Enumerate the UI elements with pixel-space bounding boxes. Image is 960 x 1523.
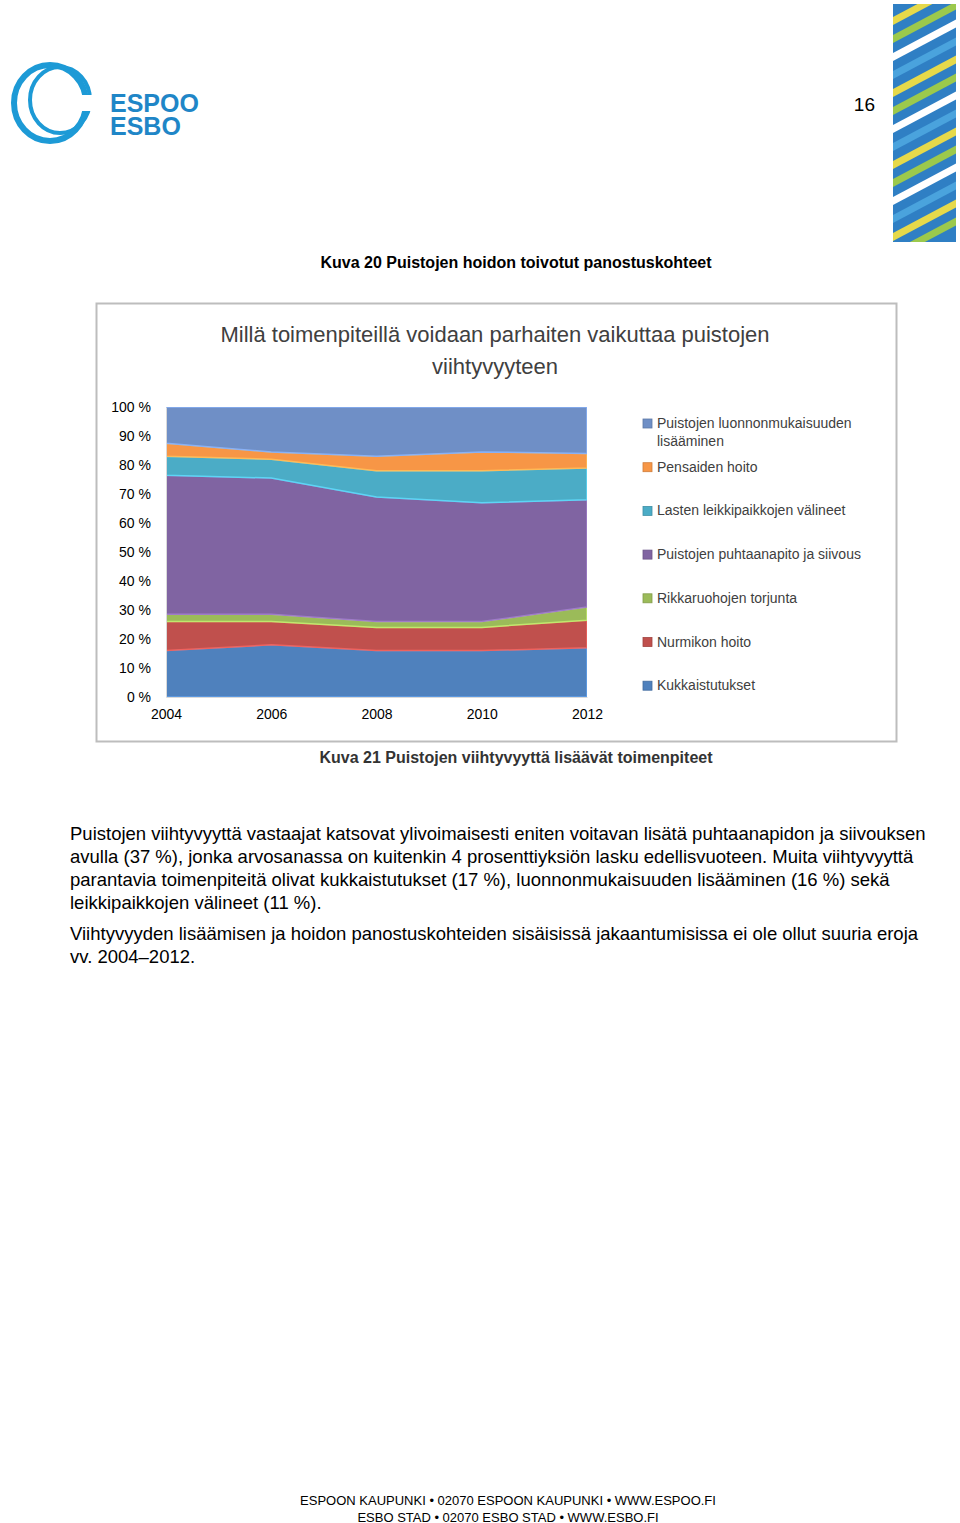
tick: 2012 <box>572 697 603 722</box>
tick-label: 20 % <box>119 631 151 647</box>
tick: 10 % <box>119 660 166 676</box>
legend-swatch <box>643 419 652 428</box>
logo-gap <box>70 95 100 111</box>
tick: 90 % <box>119 428 166 444</box>
decoration <box>885 0 960 261</box>
legend-item: Pensaiden hoito <box>643 459 758 475</box>
tick: 60 % <box>119 515 166 531</box>
logo: ESPOOESBO <box>14 65 199 141</box>
tick-label: 2004 <box>151 706 182 722</box>
tick-label: 2012 <box>572 706 603 722</box>
tick-label: 2008 <box>361 706 392 722</box>
legend-swatch <box>643 463 652 472</box>
legend-swatch <box>643 506 652 515</box>
decoration-band <box>893 190 956 242</box>
tick: 40 % <box>119 573 166 589</box>
tick: 80 % <box>119 457 166 473</box>
tick-label: 60 % <box>119 515 151 531</box>
legend-swatch <box>643 638 652 647</box>
tick: 30 % <box>119 602 166 618</box>
legend-swatch <box>643 681 652 690</box>
tick: 70 % <box>119 486 166 502</box>
axis-line <box>167 697 588 698</box>
legend-label: Puistojen puhtaanapito ja siivous <box>657 546 861 562</box>
paragraph: Puistojen viihtyvyyttä vastaajat katsova… <box>70 822 942 914</box>
tick-label: 40 % <box>119 573 151 589</box>
page: ESPOOESBO 16 Kuva 20 Puistojen hoidon toiv… <box>0 0 960 1523</box>
footer-line: ESBO STAD • 02070 ESBO STAD • WWW.ESBO.F… <box>357 1510 658 1523</box>
tick-label: 80 % <box>119 457 151 473</box>
tick: 2006 <box>256 697 287 722</box>
plot-area <box>166 407 587 697</box>
legend-swatch <box>643 594 652 603</box>
tick: 20 % <box>119 631 166 647</box>
chart-title: Millä toimenpiteillä voidaan parhaiten v… <box>220 322 769 379</box>
logo-text: ESBO <box>110 112 181 140</box>
tick: 100 % <box>111 399 166 415</box>
legend-item: Kukkaistutukset <box>643 677 755 693</box>
decoration-band <box>893 208 956 242</box>
tick: 2004 <box>151 697 182 722</box>
tick-label: 30 % <box>119 602 151 618</box>
tick: 2008 <box>361 697 392 722</box>
tick-label: 0 % <box>127 689 151 705</box>
chart-frame <box>97 304 897 742</box>
legend-label: Kukkaistutukset <box>657 677 755 693</box>
tick-label: 50 % <box>119 544 151 560</box>
footer-line: ESPOON KAUPUNKI • 02070 ESPOON KAUPUNKI … <box>300 1493 716 1508</box>
paragraph: Viihtyvyyden lisäämisen ja hoidon panost… <box>70 922 942 968</box>
tick: 50 % <box>119 544 166 560</box>
legend-label: Nurmikon hoito <box>657 634 751 650</box>
chart: Millä toimenpiteillä voidaan parhaiten v… <box>97 304 897 742</box>
legend-label: Lasten leikkipaikkojen välineet <box>657 502 845 518</box>
tick: 0 % <box>127 689 166 705</box>
axis-line <box>166 408 167 698</box>
legend-item: Puistojen luonnonmukaisuudenlisääminen <box>643 415 852 449</box>
y-axis: 0 % 10 % 20 % 30 % 40 % 50 % 60 % 70 % 80 % 90 % 1… <box>111 399 166 705</box>
legend-item: Nurmikon hoito <box>643 634 751 650</box>
legend-swatch <box>643 550 652 559</box>
legend: Puistojen luonnonmukaisuudenlisääminen Pe… <box>643 415 861 693</box>
legend-item: Puistojen puhtaanapito ja siivous <box>643 546 861 562</box>
tick-label: 90 % <box>119 428 151 444</box>
caption: Kuva 20 Puistojen hoidon toivotut panost… <box>320 254 712 271</box>
tick-label: 10 % <box>119 660 151 676</box>
legend-item: Rikkaruohojen torjunta <box>643 590 797 606</box>
x-axis: 2004 2006 2008 2010 2012 <box>151 697 603 722</box>
legend-label: Rikkaruohojen torjunta <box>657 590 797 606</box>
legend-label: Pensaiden hoito <box>657 459 758 475</box>
legend-item: Lasten leikkipaikkojen välineet <box>643 502 845 518</box>
tick-label: 2006 <box>256 706 287 722</box>
area <box>166 645 587 697</box>
caption: Kuva 21 Puistojen viihtyvyyttä lisäävät … <box>319 749 713 766</box>
legend-label: Puistojen luonnonmukaisuudenlisääminen <box>657 415 852 449</box>
tick-label: 2010 <box>467 706 498 722</box>
tick-label: 100 % <box>111 399 151 415</box>
tick-label: 70 % <box>119 486 151 502</box>
page-number: 16 <box>854 94 875 115</box>
area <box>166 407 587 456</box>
tick: 2010 <box>467 697 498 722</box>
